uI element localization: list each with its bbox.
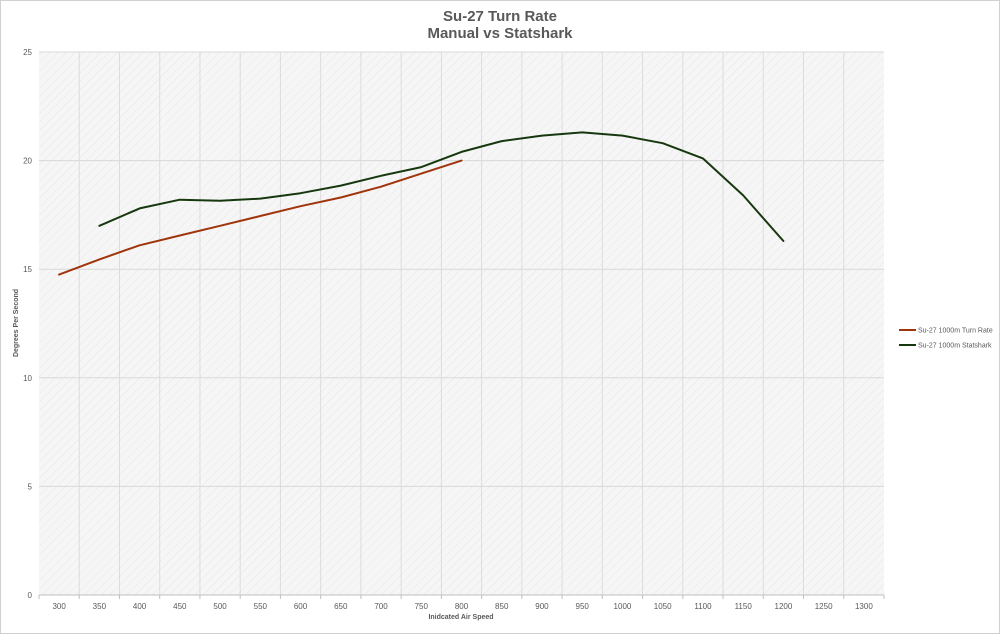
x-tick-label: 350 — [93, 602, 107, 611]
x-tick-label: 1200 — [775, 602, 793, 611]
x-tick-label: 900 — [535, 602, 549, 611]
plot-area — [39, 52, 884, 595]
x-tick-label: 800 — [455, 602, 469, 611]
x-tick-label: 500 — [213, 602, 227, 611]
legend: Su-27 1000m Turn Rate Su-27 1000m Statsha… — [899, 328, 993, 350]
x-tick-label: 550 — [254, 602, 268, 611]
x-tick-label: 700 — [374, 602, 388, 611]
x-tick-label: 600 — [294, 602, 308, 611]
x-tick-label: 1150 — [735, 602, 753, 611]
y-tick-label: 25 — [23, 48, 32, 57]
axes: 0 5 10 15 20 25 300 350 400 450 500 550 600 650 700 750… — [23, 48, 885, 611]
x-tick-label: 1100 — [694, 602, 712, 611]
x-tick-label: 300 — [52, 602, 66, 611]
x-tick-label: 1300 — [855, 602, 873, 611]
y-tick-label: 0 — [28, 591, 33, 600]
x-tick-label: 1250 — [815, 602, 833, 611]
x-tick-label: 750 — [415, 602, 429, 611]
series-line-2 — [98, 131, 785, 242]
x-axis-title: Inidcated Air Speed — [428, 614, 493, 621]
series-line-1 — [58, 159, 463, 276]
y-tick-label: 10 — [23, 374, 32, 383]
x-tick-label: 650 — [334, 602, 348, 611]
legend-label-1: Su-27 1000m Turn Rate — [918, 328, 993, 335]
legend-label-2: Su-27 1000m Statshark — [918, 343, 992, 350]
y-tick-label: 15 — [23, 265, 32, 274]
x-tick-label: 450 — [173, 602, 187, 611]
chart-subtitle: Manual vs Statshark — [427, 25, 573, 42]
x-tick-label: 400 — [133, 602, 147, 611]
x-tick-label: 950 — [576, 602, 590, 611]
x-tick-label: 850 — [495, 602, 509, 611]
x-tick-label: 1050 — [654, 602, 672, 611]
y-tick-label: 5 — [28, 482, 33, 491]
chart-title: Su-27 Turn Rate — [443, 8, 557, 25]
x-tick-label: 1000 — [614, 602, 632, 611]
series-layer — [58, 131, 785, 276]
y-tick-label: 20 — [23, 157, 32, 166]
y-axis-title: Degrees Per Second — [13, 289, 20, 357]
